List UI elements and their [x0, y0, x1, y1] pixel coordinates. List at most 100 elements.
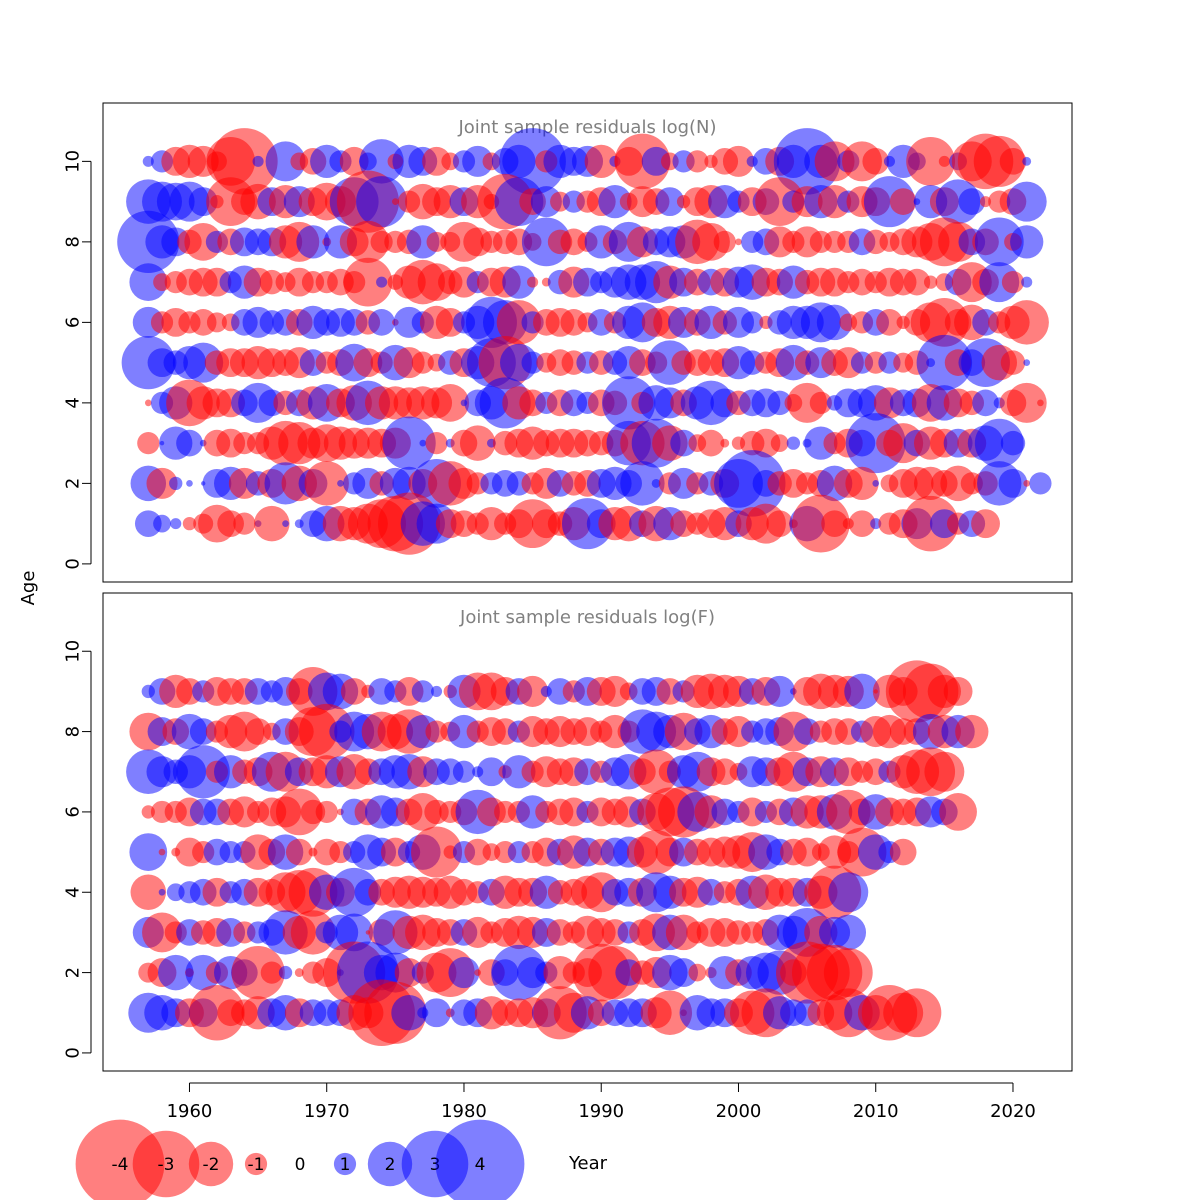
- x-tick-label: 1970: [304, 1101, 350, 1122]
- residual-bubble: [296, 225, 330, 259]
- residual-bubble: [244, 718, 272, 745]
- residual-bubble: [502, 265, 536, 299]
- y-tick-label: 0: [63, 558, 84, 569]
- residual-bubble: [170, 518, 182, 530]
- residual-bubble: [711, 758, 739, 786]
- residual-bubble: [356, 176, 408, 228]
- residual-bubble: [182, 516, 197, 531]
- x-tick-label: 1980: [441, 1101, 487, 1122]
- residual-bubble: [153, 514, 171, 533]
- size-legend: -4 -3 -2 -1 0 1 2 3 4: [75, 1119, 525, 1200]
- residual-bubble: [943, 676, 973, 706]
- residual-bubble: [938, 155, 950, 167]
- y-tick-label: 6: [63, 317, 84, 328]
- residual-bubble: [137, 432, 160, 455]
- residual-bubble: [767, 390, 792, 416]
- plot-frame: [102, 592, 1073, 1072]
- residual-bubble: [476, 757, 506, 787]
- residual-bubble: [974, 217, 1024, 267]
- legend-label: 0: [295, 1155, 306, 1175]
- residual-bubble: [599, 675, 631, 707]
- residual-bubble: [157, 954, 194, 991]
- residual-bubble: [419, 439, 427, 447]
- residual-bubble: [999, 148, 1027, 175]
- x-axis-label: Year: [568, 1153, 608, 1174]
- residual-bubble: [452, 760, 476, 783]
- residual-bubble: [462, 145, 494, 177]
- residual-bubble: [294, 968, 304, 978]
- residual-bubble: [527, 276, 539, 288]
- x-tick-label: 1960: [167, 1101, 213, 1122]
- panel-log-f: Joint sample residuals log(F) 0 2 4 6 8 10: [63, 592, 1073, 1072]
- y-tick-label: 6: [63, 806, 84, 817]
- residual-bubble: [410, 826, 463, 878]
- residual-bubble: [129, 833, 168, 871]
- residual-bubble: [265, 141, 306, 182]
- legend-bubble: [244, 1152, 268, 1176]
- residual-bubble: [686, 150, 709, 173]
- residual-bubble: [391, 994, 427, 1031]
- residual-bubble: [285, 838, 313, 866]
- residual-bubble: [422, 998, 451, 1028]
- residual-bubble: [231, 945, 285, 1000]
- residual-bubble: [792, 837, 822, 867]
- residual-bubble: [1000, 430, 1026, 456]
- residual-bubble: [647, 990, 693, 1035]
- residual-bubble: [786, 436, 801, 450]
- y-tick-label: 8: [63, 726, 84, 737]
- residual-bubble: [252, 155, 264, 167]
- plot-frame: [102, 102, 1073, 583]
- residual-bubble: [688, 963, 707, 982]
- residual-bubble: [770, 434, 789, 453]
- residual-bubble: [974, 418, 1024, 468]
- legend-bubble: [333, 1152, 357, 1176]
- legend-bubble: [132, 1130, 200, 1198]
- residual-bubble: [1029, 472, 1052, 495]
- residual-bubble: [641, 146, 671, 176]
- x-tick-label: 2010: [853, 1101, 899, 1122]
- panel-title: Joint sample residuals log(F): [459, 607, 715, 628]
- residual-bubble: [651, 478, 661, 488]
- residual-bubble: [176, 429, 203, 457]
- legend-label: 2: [385, 1155, 396, 1175]
- residual-bubble: [1023, 480, 1031, 487]
- residual-bubble: [304, 461, 349, 506]
- legend-bubble: [435, 1119, 525, 1200]
- residual-bubble: [315, 800, 338, 824]
- residual-bubble: [337, 480, 344, 487]
- residual-bubble: [889, 838, 917, 866]
- legend-label: 4: [475, 1155, 486, 1175]
- y-tick-label: 10: [63, 150, 84, 173]
- residual-bubble: [751, 428, 781, 458]
- residual-bubble: [998, 468, 1028, 498]
- residual-bubble: [1021, 276, 1033, 288]
- residual-bubble: [260, 961, 283, 984]
- residual-bubble: [1001, 271, 1025, 294]
- residual-bubble: [741, 311, 764, 334]
- residual-bubble: [282, 520, 289, 527]
- residual-bubble: [598, 184, 632, 219]
- residual-bubble: [290, 910, 336, 955]
- residual-bubble: [426, 231, 447, 252]
- residual-bubble: [496, 300, 542, 345]
- residual-bubble: [392, 198, 399, 205]
- residual-bubble: [602, 376, 656, 430]
- residual-bubble: [955, 714, 989, 749]
- panel-log-n: Joint sample residuals log(N) 0 2 4 6 8 10: [63, 102, 1073, 583]
- residual-bubble: [1010, 225, 1044, 259]
- residual-bubble: [233, 512, 256, 535]
- residual-bubble: [669, 958, 699, 988]
- residual-bubble: [422, 146, 451, 176]
- residual-bubble: [1000, 350, 1026, 375]
- residual-bubble: [809, 391, 832, 414]
- legend-label: 3: [430, 1155, 441, 1175]
- residual-bubble: [1006, 382, 1047, 423]
- residual-bubble: [655, 187, 685, 217]
- residual-bubble: [448, 957, 480, 989]
- residual-bubble: [517, 675, 549, 707]
- residual-bubble: [972, 389, 999, 417]
- residual-bubble: [766, 510, 793, 537]
- residual-bubble: [620, 461, 665, 506]
- legend-bubble: [367, 1141, 413, 1187]
- residual-bubble: [189, 985, 245, 1041]
